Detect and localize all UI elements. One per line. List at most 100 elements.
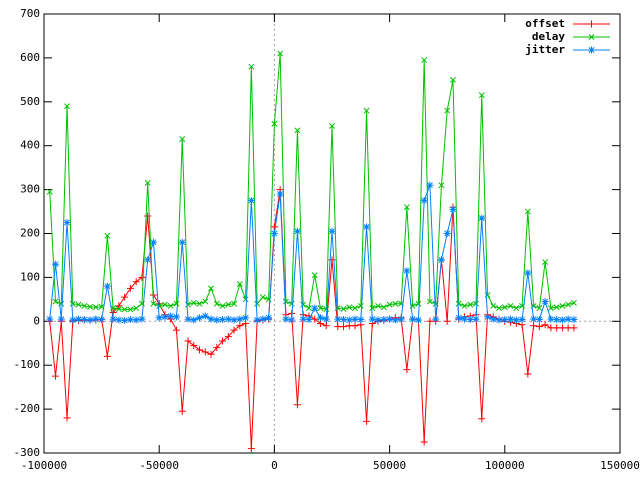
point-marker [455,314,463,322]
point-marker [236,322,244,330]
point-marker [386,301,393,308]
point-marker [340,323,348,331]
point-marker [69,316,77,324]
point-marker [518,316,526,324]
point-marker [46,188,53,195]
point-marker [75,315,83,323]
point-marker [231,300,238,307]
point-marker [461,302,468,309]
point-marker [121,316,129,324]
point-marker [316,314,324,322]
point-marker [311,272,318,279]
point-marker [547,315,555,323]
point-marker [202,298,209,305]
point-marker [306,305,312,312]
point-marker [126,316,134,324]
legend-marker [588,20,595,28]
point-marker [426,181,434,189]
x-tick-label: 0 [271,459,278,472]
point-marker [490,302,497,309]
point-marker [535,323,543,331]
point-marker [403,366,411,374]
point-marker [478,92,485,99]
legend-label: delay [532,30,565,43]
y-tick-label: 200 [20,227,40,240]
point-marker [443,317,451,325]
y-tick-label: -300 [14,446,41,459]
point-marker [530,315,538,323]
point-marker [432,315,440,323]
legend-marker [588,34,595,40]
point-marker [288,300,295,307]
point-marker [178,238,186,246]
point-marker [133,305,140,312]
point-marker [559,302,566,309]
point-marker [484,313,492,321]
point-marker [403,267,411,275]
point-marker [92,304,99,311]
point-marker [282,298,289,305]
point-marker [138,315,146,323]
y-tick-label: 300 [20,183,40,196]
point-marker [513,305,520,312]
y-tick-label: 0 [33,314,40,327]
point-marker [52,298,59,305]
point-marker [184,315,192,323]
point-marker [375,302,382,309]
point-marker [322,322,330,330]
point-marker [299,315,307,323]
point-marker [460,315,468,323]
point-marker [219,302,226,309]
point-marker [236,315,244,323]
y-tick-label: -100 [14,358,41,371]
plot-border [43,13,621,454]
point-marker [426,298,433,305]
point-marker [52,260,60,268]
point-marker [466,316,474,324]
legend-marker [588,46,595,54]
point-marker [242,314,250,322]
point-marker [472,315,480,323]
point-marker [565,301,572,308]
point-marker [374,316,382,324]
point-marker [80,316,88,324]
point-marker [259,315,267,323]
point-marker [334,305,341,312]
point-marker [415,300,422,307]
x-tick-label: 100000 [485,459,525,472]
point-marker [570,299,577,306]
point-marker [420,438,428,446]
point-marker [449,205,457,213]
point-marker [455,300,462,307]
point-marker [473,300,479,307]
point-marker [144,256,152,264]
point-marker [357,302,364,309]
point-marker [196,300,203,307]
legend-label: offset [525,17,565,30]
point-marker [317,305,324,312]
point-marker [489,315,497,323]
point-marker [322,315,330,323]
point-marker [201,348,209,356]
point-marker [553,316,561,324]
point-marker [368,315,376,323]
point-marker [63,219,71,227]
point-marker [109,315,117,323]
y-tick-label: 600 [20,51,40,64]
point-marker [524,370,532,378]
point-marker [115,306,122,312]
point-marker [138,273,146,281]
point-marker [230,326,238,334]
point-marker [558,316,566,324]
point-marker [132,316,140,324]
point-marker [144,180,151,186]
point-marker [478,214,486,222]
point-marker [420,197,428,205]
point-marker [173,300,180,307]
point-marker [81,302,88,309]
point-marker [512,316,520,324]
point-marker [103,352,111,360]
point-marker [86,316,94,324]
point-marker [351,322,359,330]
